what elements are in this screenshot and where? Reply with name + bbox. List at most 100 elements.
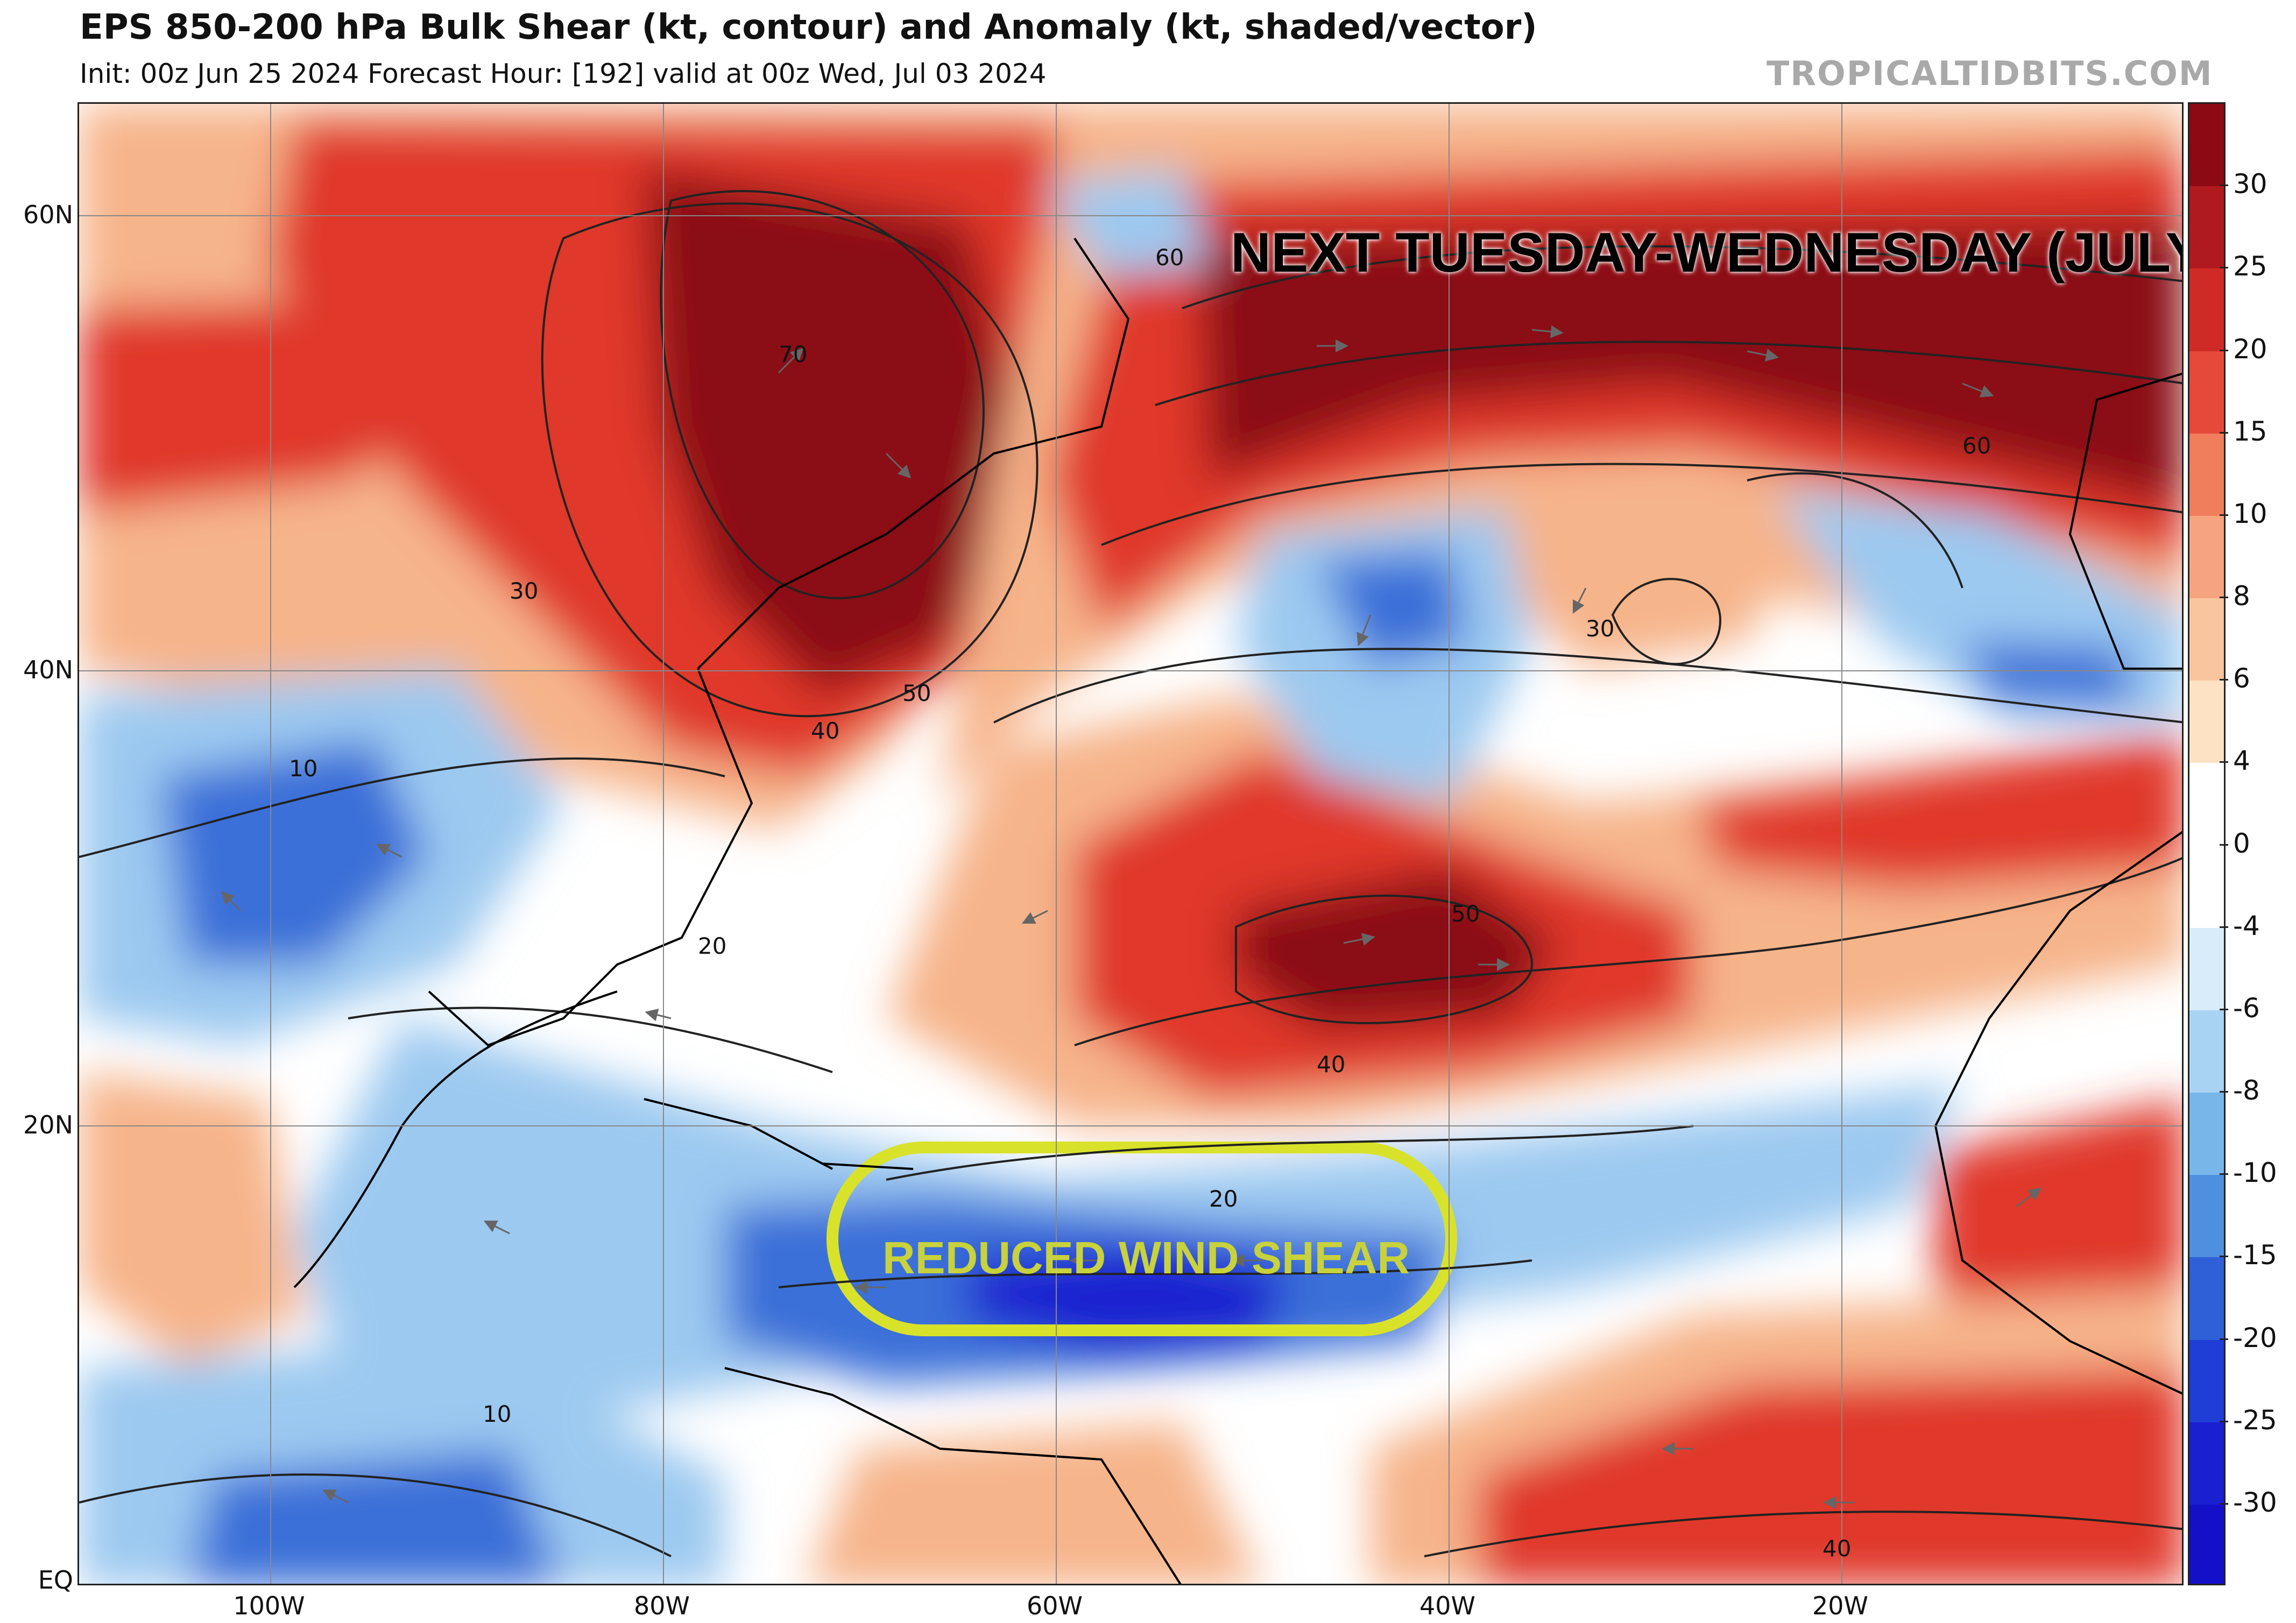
- contour-label: 60: [1155, 244, 1184, 271]
- colorbar-segment: [2189, 1175, 2224, 1258]
- colorbar-segment: [2189, 104, 2224, 187]
- colorbar-segment: [2189, 1257, 2224, 1341]
- colorbar-tick: [2220, 844, 2228, 846]
- vector-arrow: [322, 1489, 349, 1504]
- vector-arrow: [2016, 1187, 2042, 1208]
- contour-line: [1074, 857, 2182, 1046]
- contour-label: 10: [483, 1401, 511, 1427]
- colorbar-segment: [2189, 268, 2224, 352]
- europe-coast: [2068, 372, 2182, 670]
- colorbar-segment: [2189, 927, 2224, 1011]
- contour-label: 40: [811, 718, 839, 744]
- pos-region-south-atlantic-core: [1478, 1368, 2182, 1584]
- lat-label-60n: 60N: [23, 200, 73, 229]
- chart-title: EPS 850-200 hPa Bulk Shear (kt, contour)…: [80, 8, 1537, 47]
- vector-arrow: [1343, 933, 1375, 946]
- contour-label: 40: [1317, 1051, 1345, 1078]
- colorbar-tick: [2220, 267, 2228, 269]
- contour-line: [1424, 1511, 2182, 1557]
- colorbar-tick: [2220, 1338, 2228, 1340]
- contour-label: 30: [510, 578, 538, 604]
- pos-region-east-jet: [1693, 733, 2182, 889]
- gulf-coast: [293, 990, 618, 1288]
- colorbar-tick-label: -20: [2233, 1322, 2277, 1353]
- contour-line: [778, 1259, 1532, 1288]
- vector-arrow: [1531, 325, 1564, 338]
- lon-label-40w: 40W: [1419, 1591, 1476, 1620]
- colorbar: [2188, 102, 2226, 1585]
- lon-label-20w: 20W: [1812, 1591, 1869, 1620]
- colorbar-segment: [2189, 681, 2224, 764]
- colorbar-tick: [2220, 1502, 2228, 1505]
- contour-label: 50: [902, 680, 931, 706]
- colorbar-tick: [2220, 1420, 2228, 1422]
- pos-region-mexico: [79, 1072, 305, 1368]
- contour-line: [1155, 341, 2182, 406]
- contour-label: 70: [779, 341, 807, 367]
- vector-arrow: [1357, 614, 1372, 647]
- contour-line: [1235, 895, 1534, 1024]
- colorbar-segment: [2189, 1093, 2224, 1176]
- colorbar-tick-label: 15: [2233, 415, 2267, 447]
- contour-label: 50: [1451, 901, 1480, 927]
- colorbar-segment: [2189, 433, 2224, 516]
- colorbar-tick: [2220, 349, 2228, 351]
- vector-arrow: [885, 452, 912, 479]
- vector-arrow: [483, 1220, 510, 1235]
- lat-label-20n: 20N: [23, 1110, 73, 1139]
- colorbar-tick-label: -8: [2233, 1075, 2260, 1106]
- colorbar-tick-label: 25: [2233, 251, 2267, 282]
- lat-label-40n: 40N: [23, 655, 73, 684]
- vector-arrow: [1021, 910, 1048, 924]
- lat-label-eq: EQ: [38, 1565, 73, 1594]
- colorbar-segment: [2189, 845, 2224, 929]
- site-brand: TROPICALTIDBITS.COM: [1767, 54, 2213, 93]
- colorbar-segment: [2189, 1010, 2224, 1093]
- colorbar-tick: [2220, 1008, 2228, 1010]
- contour-label: 10: [289, 755, 317, 782]
- chart-subtitle: Init: 00z Jun 25 2024 Forecast Hour: [19…: [80, 58, 1047, 89]
- pos-region-west-jet: [79, 297, 456, 513]
- contour-line: [1182, 245, 2182, 309]
- contour-line: [1101, 463, 2182, 546]
- contour-label: 60: [1962, 433, 1991, 459]
- lon-label-80w: 80W: [633, 1591, 690, 1620]
- colorbar-tick: [2220, 926, 2228, 928]
- colorbar-tick-label: 0: [2233, 827, 2250, 859]
- colorbar-tick: [2220, 1091, 2228, 1093]
- reduced-shear-highlight: [826, 1142, 1457, 1336]
- colorbar-tick: [2220, 1173, 2228, 1175]
- map-canvas: 70 60 50 40 30 20 10 50 40 30 20 10 60 4…: [79, 104, 2182, 1584]
- anomaly-vectors: [221, 325, 2042, 1509]
- lon-label-60w: 60W: [1026, 1591, 1083, 1620]
- vector-arrow: [645, 1008, 672, 1022]
- pos-region-great-lakes-max: [644, 168, 1026, 696]
- north-america-coast: [428, 668, 753, 1047]
- colorbar-segment: [2189, 763, 2224, 846]
- contour-label: 20: [1209, 1186, 1238, 1212]
- contour-label: 20: [698, 933, 726, 959]
- colorbar-tick-label: -25: [2233, 1404, 2277, 1436]
- colorbar-tick-label: -10: [2233, 1157, 2277, 1189]
- contour-line: [1747, 472, 1963, 589]
- pos-region-central-atlantic-max: [1236, 868, 1559, 1029]
- colorbar-tick-label: -30: [2233, 1486, 2277, 1518]
- contour-line: [886, 1125, 1694, 1181]
- colorbar-tick-label: 8: [2233, 580, 2250, 612]
- shear-map: 70 60 50 40 30 20 10 50 40 30 20 10 60 4…: [77, 102, 2184, 1585]
- colorbar-tick: [2220, 1256, 2228, 1258]
- anomaly-shading: [79, 104, 2182, 1584]
- neg-region-western-us-core: [160, 739, 429, 965]
- colorbar-tick: [2220, 185, 2228, 187]
- colorbar-segment: [2189, 598, 2224, 682]
- latlon-grid: [79, 104, 2182, 1584]
- headline-label: NEXT TUESDAY-WEDNESDAY (JULY 2-3): [1231, 222, 2182, 284]
- colorbar-segment: [2189, 1422, 2224, 1505]
- colorbar-segment: [2189, 1339, 2224, 1423]
- colorbar-tick-label: 6: [2233, 663, 2250, 694]
- contour-label: 40: [1822, 1535, 1851, 1562]
- reduced-shear-label: REDUCED WIND SHEAR: [882, 1232, 1410, 1283]
- vector-arrow: [778, 348, 804, 374]
- neg-region-greenland: [1048, 168, 1209, 276]
- colorbar-segment: [2189, 186, 2224, 270]
